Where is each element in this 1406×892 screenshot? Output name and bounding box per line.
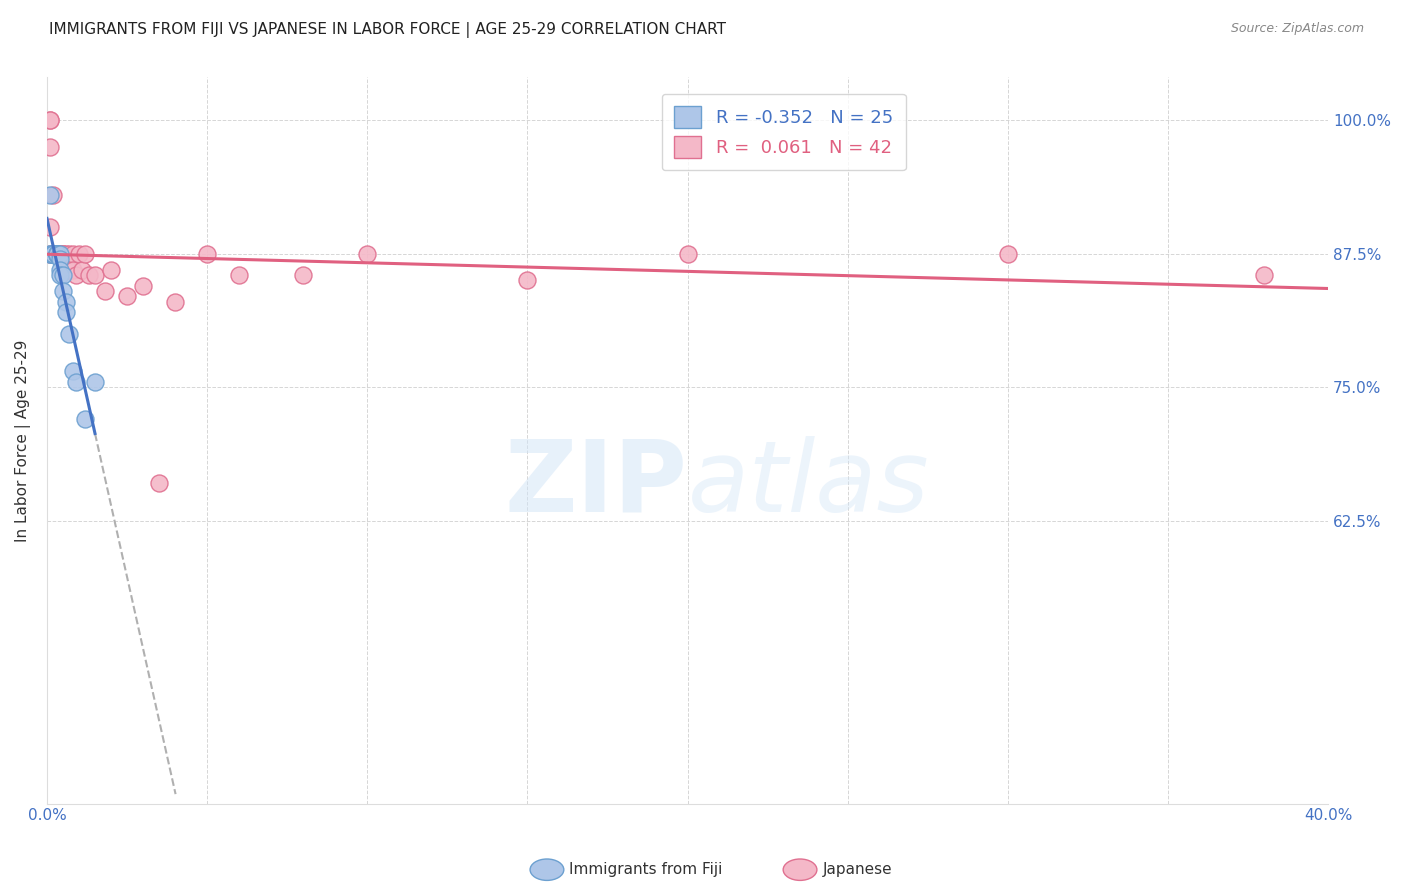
Text: Immigrants from Fiji: Immigrants from Fiji (569, 863, 723, 877)
Point (93, 284, 115, 298)
Text: ZIP: ZIP (505, 435, 688, 533)
Point (45, 246, 67, 260)
Point (42, 188, 65, 202)
Point (45, 246, 67, 260)
Point (84, 375, 107, 389)
Point (165, 294, 187, 309)
Point (292, 268, 315, 282)
Point (62, 364, 84, 378)
Point (45, 246, 67, 260)
Point (39, 113, 62, 128)
Point (42, 246, 65, 260)
Point (49, 246, 72, 260)
Point (52, 284, 75, 298)
Point (52, 246, 75, 260)
Point (42, 246, 65, 260)
Text: Source: ZipAtlas.com: Source: ZipAtlas.com (1230, 22, 1364, 36)
Y-axis label: In Labor Force | Age 25-29: In Labor Force | Age 25-29 (15, 339, 31, 541)
Point (356, 246, 378, 260)
Point (195, 246, 218, 260)
Text: Japanese: Japanese (823, 863, 893, 877)
Point (39, 219, 62, 234)
Point (70, 262, 93, 277)
Point (52, 246, 75, 260)
Point (39, 246, 62, 260)
Point (55, 294, 77, 309)
Point (115, 289, 138, 303)
Point (49, 246, 72, 260)
Point (45, 246, 67, 260)
Point (62, 262, 84, 277)
Point (58, 262, 80, 277)
Point (100, 262, 122, 277)
Point (39, 188, 62, 202)
Point (65, 375, 87, 389)
Point (49, 262, 72, 277)
Point (55, 305, 77, 319)
Point (65, 268, 87, 282)
Point (52, 268, 75, 282)
Point (62, 246, 84, 260)
Point (49, 268, 72, 282)
Point (132, 278, 155, 293)
Point (42, 246, 65, 260)
Point (45, 246, 67, 260)
Point (58, 246, 80, 260)
Point (45, 246, 67, 260)
Point (49, 252, 72, 266)
Point (45, 246, 67, 260)
Text: atlas: atlas (688, 435, 929, 533)
Point (1253, 268, 1275, 282)
Point (148, 476, 170, 491)
Point (49, 246, 72, 260)
Point (84, 268, 107, 282)
Point (228, 268, 250, 282)
Point (75, 412, 97, 426)
Point (55, 262, 77, 277)
Point (55, 246, 77, 260)
Point (75, 246, 97, 260)
Point (997, 246, 1019, 260)
Point (42, 246, 65, 260)
Point (67, 246, 90, 260)
Point (58, 326, 80, 341)
Point (42, 246, 65, 260)
Point (39, 246, 62, 260)
Point (39, 246, 62, 260)
Point (42, 246, 65, 260)
Point (49, 246, 72, 260)
Legend: R = -0.352   N = 25, R =  0.061   N = 42: R = -0.352 N = 25, R = 0.061 N = 42 (662, 94, 905, 170)
Point (676, 246, 699, 260)
Point (516, 273, 538, 287)
Point (39, 140, 62, 154)
Point (39, 113, 62, 128)
Point (45, 246, 67, 260)
Text: IMMIGRANTS FROM FIJI VS JAPANESE IN LABOR FORCE | AGE 25-29 CORRELATION CHART: IMMIGRANTS FROM FIJI VS JAPANESE IN LABO… (49, 22, 727, 38)
Point (77, 268, 100, 282)
